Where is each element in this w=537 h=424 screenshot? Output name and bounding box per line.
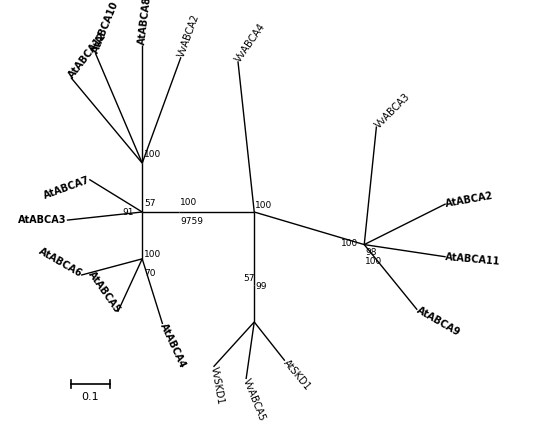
Text: AtABCA10: AtABCA10 — [91, 0, 121, 55]
Text: AtABCA4: AtABCA4 — [158, 322, 187, 370]
Text: AtSKD1: AtSKD1 — [281, 357, 312, 392]
Text: AtABCA5: AtABCA5 — [86, 269, 122, 315]
Text: VvABCA4: VvABCA4 — [234, 22, 268, 64]
Text: 98: 98 — [365, 248, 376, 257]
Text: 91: 91 — [122, 207, 134, 217]
Text: AtABCA3: AtABCA3 — [18, 215, 67, 225]
Text: AtABCA2: AtABCA2 — [445, 190, 495, 209]
Text: VvABCA3: VvABCA3 — [373, 91, 412, 130]
Text: AtABCA11: AtABCA11 — [445, 252, 501, 267]
Text: AtABCA9: AtABCA9 — [415, 305, 462, 338]
Text: AtABCA6: AtABCA6 — [37, 247, 84, 279]
Text: VvABCA5: VvABCA5 — [242, 377, 267, 423]
Text: 100: 100 — [144, 150, 162, 159]
Text: 9759: 9759 — [180, 217, 203, 226]
Text: AtABCA8: AtABCA8 — [137, 0, 153, 46]
Text: 100: 100 — [255, 201, 272, 209]
Text: 57: 57 — [144, 199, 156, 208]
Text: 100: 100 — [180, 198, 198, 207]
Text: AtABCA7: AtABCA7 — [42, 175, 91, 201]
Text: VvSKD1: VvSKD1 — [208, 366, 225, 406]
Text: 100: 100 — [365, 257, 382, 266]
Text: AtABCA12: AtABCA12 — [67, 31, 109, 81]
Text: 57: 57 — [244, 274, 255, 283]
Text: 99: 99 — [255, 282, 266, 291]
Text: 100: 100 — [341, 239, 358, 248]
Text: 100: 100 — [144, 250, 162, 259]
Text: VvABCA2: VvABCA2 — [176, 13, 201, 59]
Text: 0.1: 0.1 — [82, 392, 99, 402]
Text: 70: 70 — [144, 269, 156, 278]
